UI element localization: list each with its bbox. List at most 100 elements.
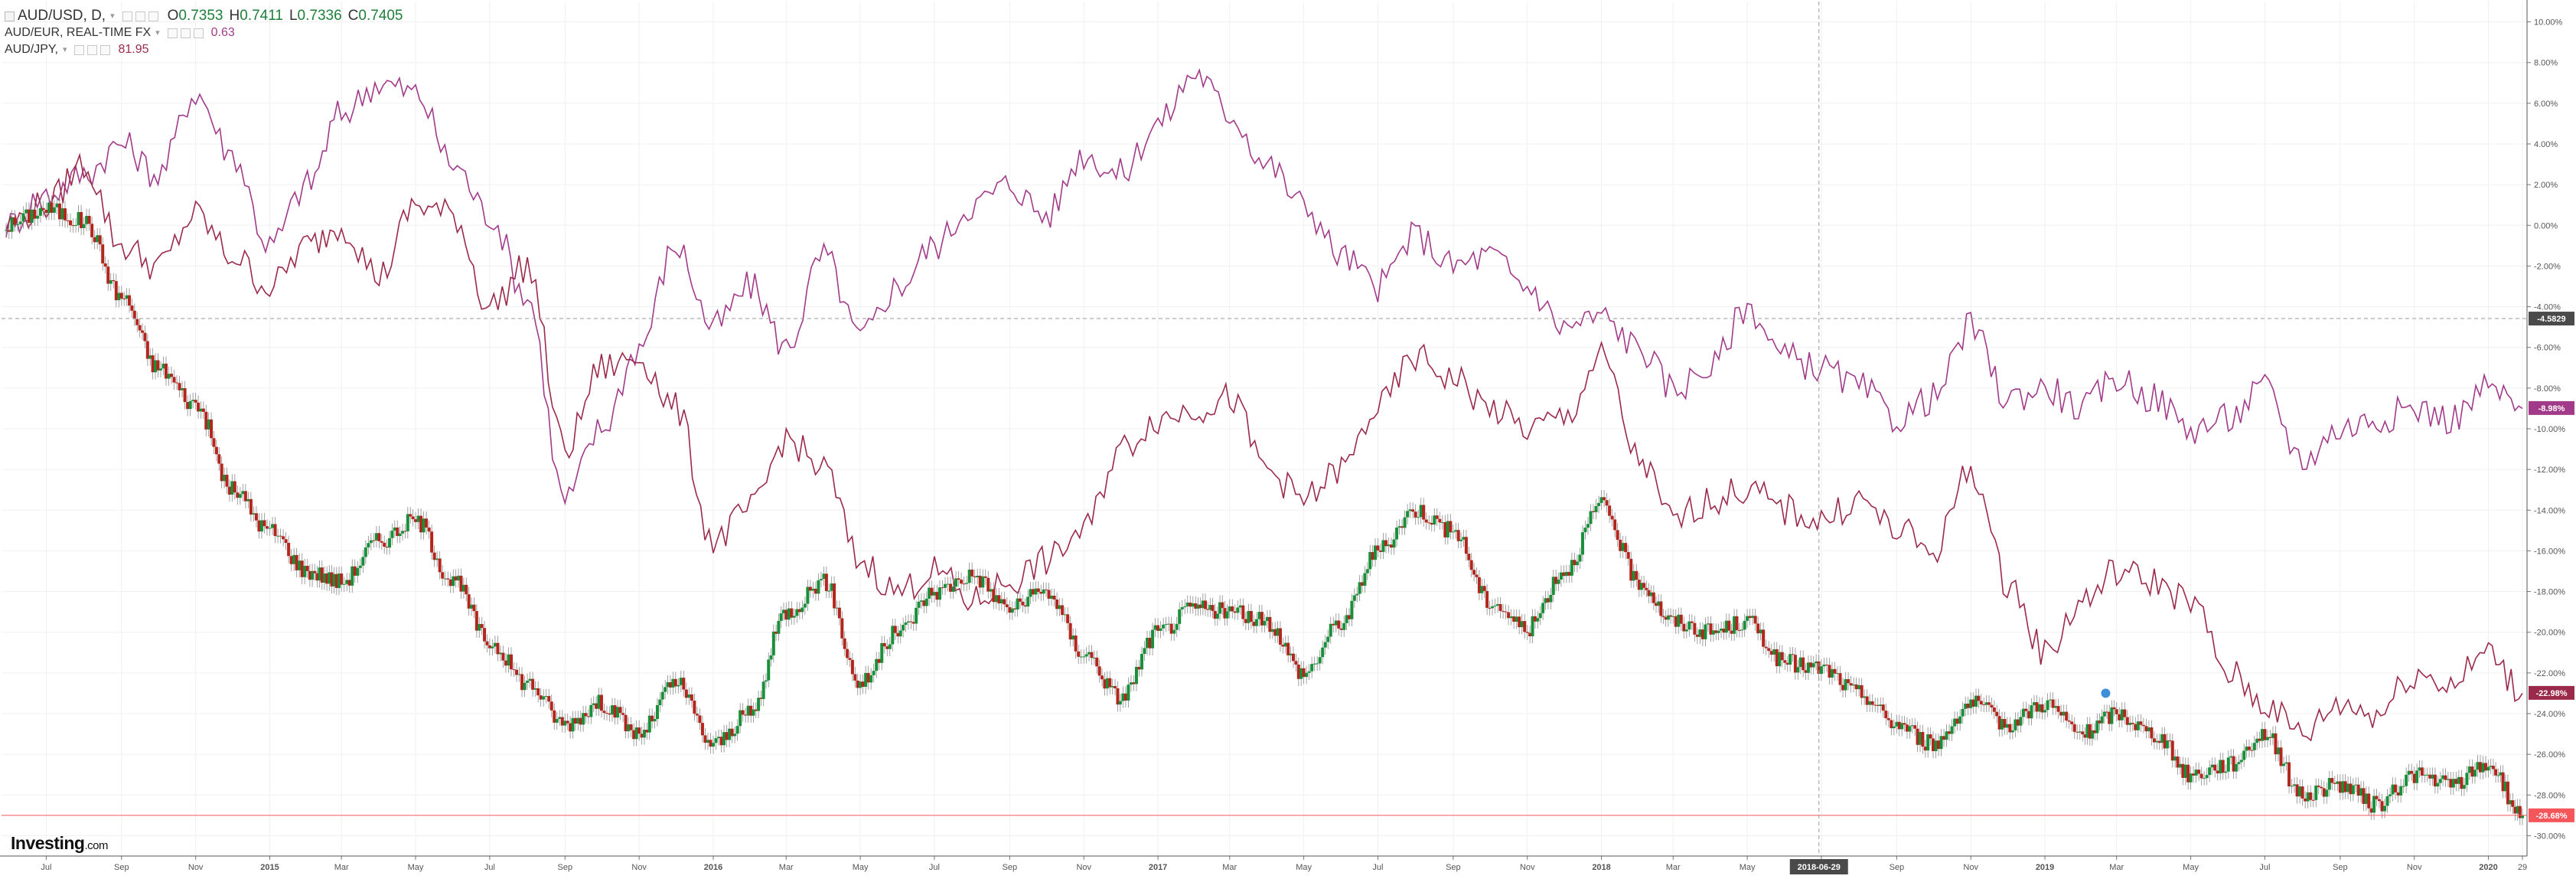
candle-body: [2375, 796, 2379, 799]
x-tick-label: 2018: [1592, 863, 1610, 872]
chevron-down-icon[interactable]: ▾: [62, 45, 67, 54]
x-tick-label: Sep: [558, 863, 573, 872]
candle-body: [1361, 582, 1365, 586]
candle-body: [872, 671, 876, 675]
candle-body: [1589, 511, 1593, 524]
candle-body: [835, 607, 839, 609]
event-marker-icon: [2099, 687, 2112, 700]
candle-body: [47, 202, 51, 214]
candle-body: [2226, 757, 2230, 772]
candle-body: [487, 645, 491, 649]
candle-body: [217, 454, 221, 464]
candle-body: [1411, 509, 1415, 512]
investing-logo[interactable]: Investing.com: [11, 833, 108, 854]
audeur-label[interactable]: AUD/EUR, REAL-TIME FX: [5, 26, 152, 39]
x-tick-label: Sep: [1890, 863, 1905, 872]
candle-body: [1221, 602, 1224, 609]
candle-body: [520, 674, 524, 691]
candle-body: [383, 542, 386, 547]
candle-body: [1635, 570, 1639, 580]
close-icon[interactable]: [193, 28, 204, 38]
low-value: 0.7336: [297, 8, 342, 24]
candle-body: [1844, 679, 1847, 691]
candle-body: [512, 669, 516, 671]
candle-body: [1948, 731, 1952, 734]
candle-body: [448, 579, 452, 587]
candle-body: [1997, 716, 2001, 730]
candle-body: [1208, 605, 1212, 610]
candle-body: [2183, 764, 2187, 778]
candle-body: [438, 558, 442, 573]
candle-body: [1087, 652, 1091, 655]
candle-body: [2237, 762, 2241, 764]
candle-body: [2385, 796, 2389, 806]
main-symbol-label[interactable]: AUD/USD, D,: [18, 8, 106, 24]
candle-body: [201, 408, 205, 412]
close-icon[interactable]: [148, 11, 158, 21]
settings-icon[interactable]: [180, 28, 191, 38]
candle-body: [634, 727, 638, 740]
x-tick-label: Jul: [1372, 863, 1383, 872]
x-tick-label: 29: [2518, 863, 2527, 872]
candle-body: [717, 737, 721, 739]
visibility-icon[interactable]: [167, 28, 178, 38]
candle-body: [1881, 704, 1885, 711]
candle-body: [2518, 805, 2522, 819]
candle-body: [1923, 747, 1927, 751]
candle-body: [427, 528, 431, 532]
candle-body: [2186, 764, 2190, 783]
candle-body: [1395, 528, 1399, 540]
candle-body: [1498, 603, 1502, 611]
settings-icon[interactable]: [135, 11, 145, 21]
candle-body: [1390, 544, 1394, 548]
candle-body: [2043, 710, 2047, 713]
candle-body: [827, 590, 831, 592]
collapse-toggle-icon[interactable]: [5, 11, 15, 21]
candle-body: [1890, 720, 1893, 729]
candle-body: [2128, 723, 2132, 725]
chevron-down-icon[interactable]: ▾: [155, 28, 160, 38]
candle-body: [2141, 724, 2145, 727]
candle-body: [1283, 642, 1287, 647]
candle-body: [1544, 598, 1547, 603]
candle-body: [1714, 630, 1718, 633]
candle-body: [693, 701, 696, 714]
candle-body: [2503, 781, 2507, 792]
candle-body: [1743, 620, 1746, 630]
settings-icon[interactable]: [87, 44, 98, 55]
candle-body: [2165, 740, 2169, 749]
chevron-down-icon[interactable]: ▾: [110, 11, 115, 21]
candle-body: [2300, 786, 2304, 799]
candle-body: [2155, 740, 2159, 743]
candle-body: [2351, 785, 2355, 795]
candle-body: [1408, 509, 1412, 511]
visibility-icon[interactable]: [74, 44, 85, 55]
candle-body: [1183, 606, 1187, 608]
candle-body: [210, 419, 214, 439]
candle-body: [1029, 589, 1032, 597]
audjpy-label[interactable]: AUD/JPY,: [5, 43, 58, 56]
candle-body: [212, 438, 216, 447]
candle-body: [1987, 702, 1991, 705]
candle-body: [2112, 707, 2116, 710]
candle-body: [1966, 704, 1970, 708]
close-icon[interactable]: [100, 44, 111, 55]
candle-body: [658, 699, 662, 705]
candle-body: [2189, 773, 2193, 783]
x-tick-label: May: [408, 863, 424, 872]
candle-body: [1101, 675, 1104, 680]
candle-body: [342, 583, 346, 585]
candle-body: [1939, 736, 1943, 750]
candle-body: [605, 713, 608, 714]
visibility-icon[interactable]: [122, 11, 132, 21]
candle-body: [325, 573, 329, 584]
candle-body: [695, 714, 699, 716]
candle-body: [621, 713, 625, 715]
candle-body: [2317, 786, 2320, 787]
candle-body: [1247, 610, 1251, 623]
candle-body: [515, 669, 519, 675]
candle-body: [461, 584, 465, 592]
candle-body: [337, 573, 341, 588]
